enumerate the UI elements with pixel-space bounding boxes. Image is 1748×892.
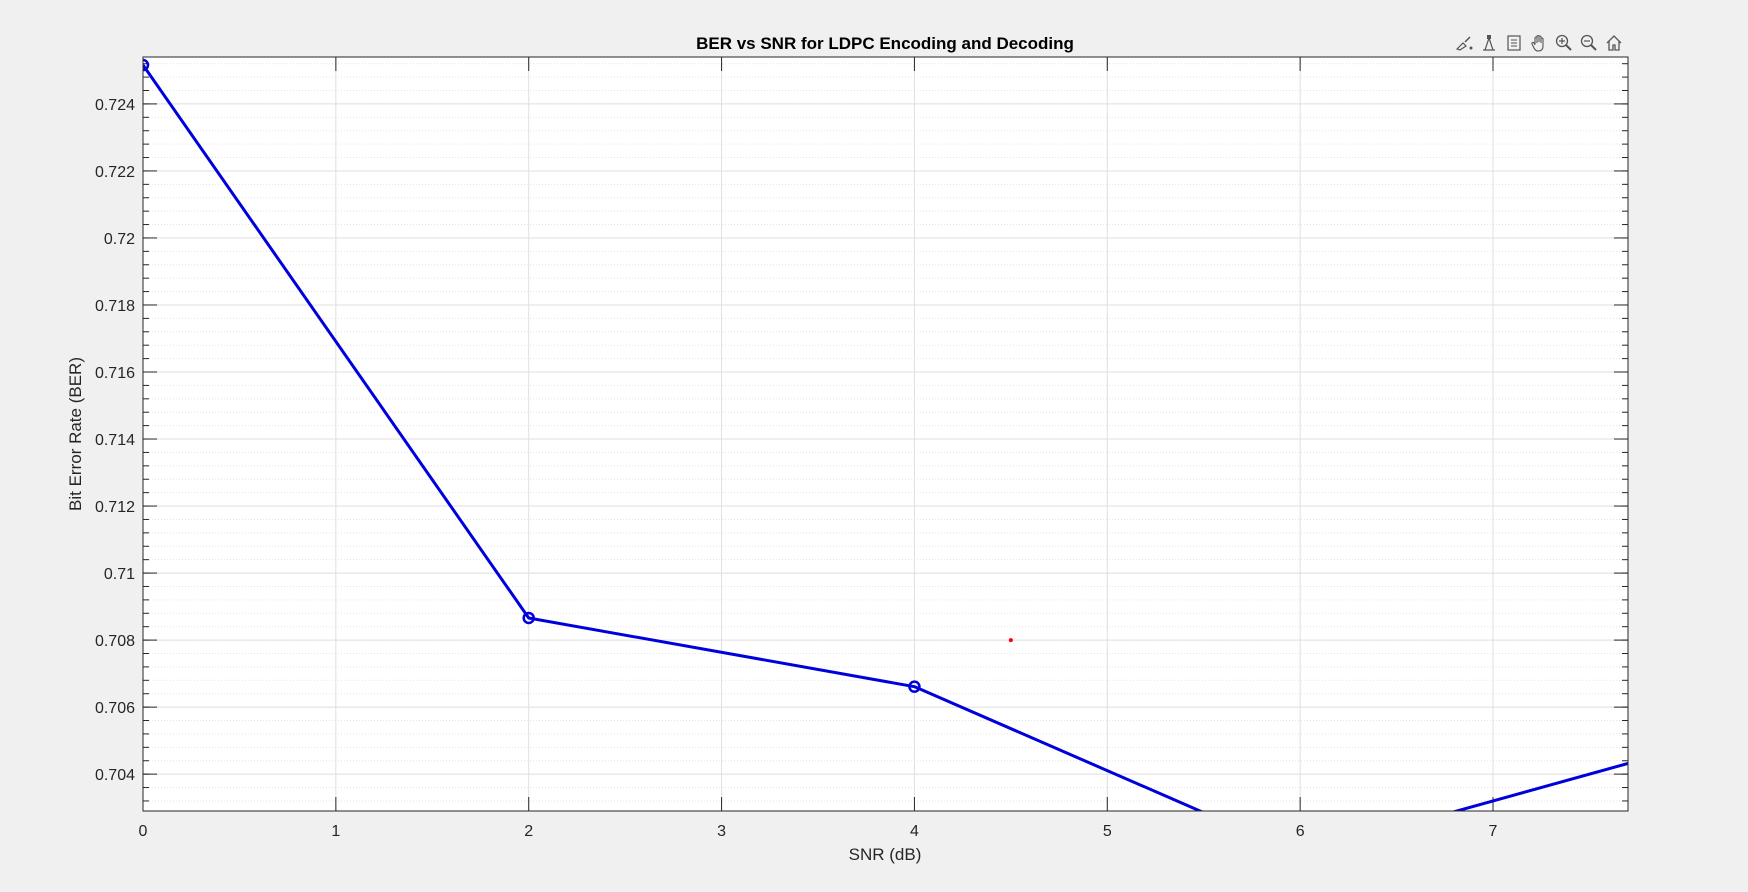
pan-button[interactable] bbox=[1527, 31, 1551, 55]
data-point-marker[interactable] bbox=[522, 611, 535, 625]
annotation-point bbox=[1008, 638, 1013, 643]
data-point-marker[interactable] bbox=[908, 680, 921, 693]
series-layer bbox=[138, 58, 1628, 811]
series-line bbox=[143, 64, 1628, 811]
y-tick-label: 0.72 bbox=[104, 231, 135, 248]
plot-area[interactable] bbox=[143, 57, 1628, 811]
x-tick-label: 5 bbox=[1103, 823, 1112, 840]
y-tick-label: 0.712 bbox=[95, 499, 135, 516]
x-tick-label: 3 bbox=[717, 823, 726, 840]
data-tips-icon bbox=[1483, 35, 1495, 51]
x-axis-label: SNR (dB) bbox=[849, 845, 922, 864]
y-tick-label: 0.718 bbox=[95, 298, 135, 315]
y-tick-label: 0.708 bbox=[95, 633, 135, 650]
y-axis-label: Bit Error Rate (BER) bbox=[66, 357, 85, 511]
y-tick-label: 0.724 bbox=[95, 97, 135, 114]
zoom-in-button[interactable] bbox=[1552, 31, 1576, 55]
home-icon bbox=[1606, 35, 1622, 51]
brush-icon bbox=[1455, 36, 1473, 51]
y-tick-label: 0.704 bbox=[95, 767, 135, 784]
home-button[interactable] bbox=[1602, 31, 1626, 55]
y-tick-label: 0.706 bbox=[95, 700, 135, 717]
major-grid bbox=[142, 57, 1628, 811]
chart-title: BER vs SNR for LDPC Encoding and Decodin… bbox=[696, 34, 1074, 53]
x-tick-label: 1 bbox=[331, 823, 340, 840]
x-tick-label: 4 bbox=[910, 823, 919, 840]
restore-view-button[interactable] bbox=[1502, 31, 1526, 55]
y-tick-label: 0.716 bbox=[95, 365, 135, 382]
zoom-out-icon bbox=[1580, 34, 1597, 51]
brush-button[interactable] bbox=[1452, 31, 1476, 55]
data-point-marker[interactable] bbox=[138, 58, 150, 72]
x-tick-label: 7 bbox=[1489, 823, 1498, 840]
zoom-out-button[interactable] bbox=[1577, 31, 1601, 55]
axes-toolbar bbox=[1452, 30, 1626, 56]
x-tick-label: 0 bbox=[139, 823, 148, 840]
y-tick-label: 0.714 bbox=[95, 432, 135, 449]
axes-box bbox=[142, 56, 1629, 812]
x-tick-label: 6 bbox=[1296, 823, 1305, 840]
x-tick-label: 2 bbox=[524, 823, 533, 840]
y-tick-label: 0.71 bbox=[104, 566, 135, 583]
data-tips-button[interactable] bbox=[1477, 31, 1501, 55]
ticks bbox=[142, 57, 1628, 811]
zoom-in-icon bbox=[1555, 34, 1572, 51]
tick-labels: 0.704 0.706 0.708 0.71 0.712 0.714 0.716 0.718 0… bbox=[95, 97, 1498, 840]
y-tick-label: 0.722 bbox=[95, 164, 135, 181]
pan-icon bbox=[1531, 34, 1544, 52]
axes[interactable]: 0.704 0.706 0.708 0.71 0.712 0.714 0.716 0.718 0… bbox=[66, 34, 1691, 864]
restore-view-icon bbox=[1507, 35, 1521, 51]
